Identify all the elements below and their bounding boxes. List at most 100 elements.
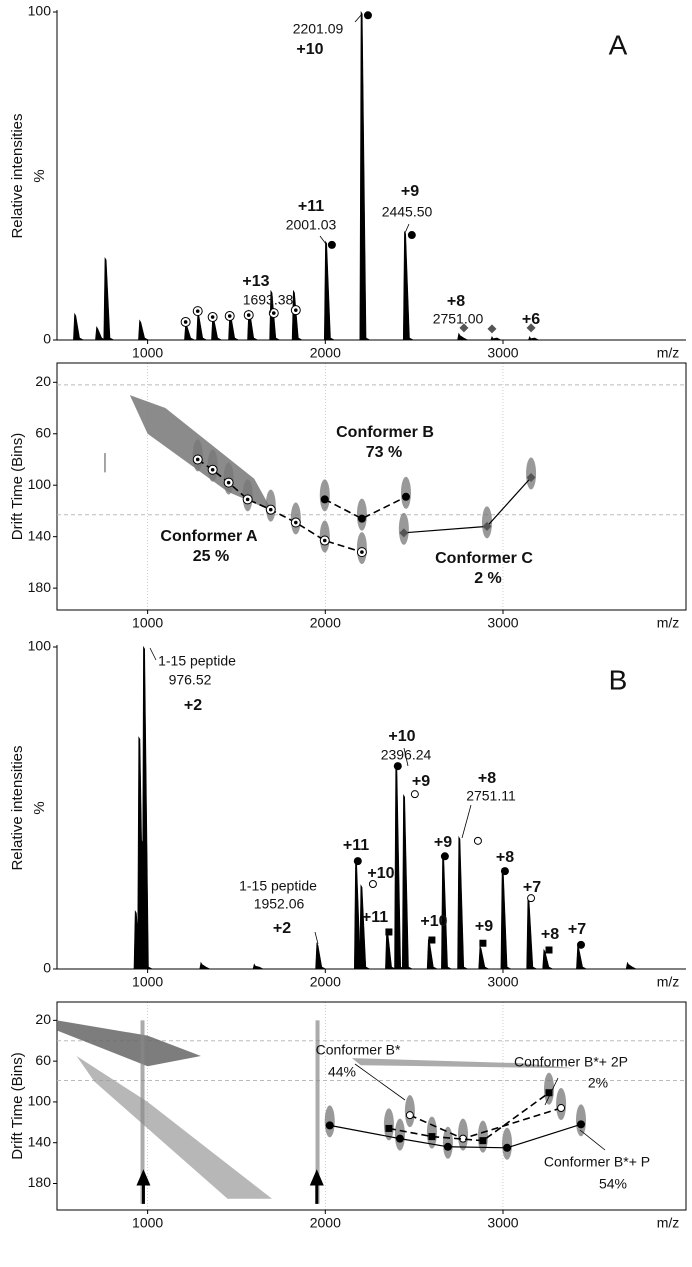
y-tick-label: 0	[43, 331, 51, 347]
fit-line	[197, 458, 363, 553]
signal-streak	[315, 1020, 320, 1204]
fit-line	[403, 477, 532, 534]
marker-center	[227, 314, 232, 318]
marker	[443, 1142, 452, 1151]
y-tick-label: 180	[28, 579, 52, 595]
marker	[385, 1124, 393, 1132]
marker	[357, 514, 366, 523]
marker	[526, 323, 536, 333]
leader-line	[314, 931, 319, 945]
y-axis-unit: %	[31, 801, 48, 814]
signal-blob	[426, 1116, 437, 1149]
y-tick-label: 100	[28, 638, 52, 654]
annotation: +8	[541, 926, 559, 943]
annotation: Conformer B*	[316, 1042, 401, 1058]
x-tick-label: 2000	[310, 1215, 341, 1231]
y-tick-label: 0	[43, 960, 51, 976]
annotation: 54%	[599, 1176, 627, 1192]
marker	[320, 495, 329, 504]
peak	[359, 10, 371, 341]
x-axis-label: m/z	[657, 345, 680, 361]
marker	[487, 324, 497, 334]
annotation: +10	[367, 865, 394, 882]
peak	[73, 312, 84, 341]
annotation: +9	[434, 834, 452, 851]
annotation: 2201.09	[293, 21, 344, 37]
peak	[359, 884, 370, 970]
fit-line	[324, 496, 407, 520]
marker-center	[294, 308, 298, 312]
peak	[457, 332, 468, 341]
annotation: 73 %	[366, 444, 402, 461]
marker	[479, 939, 487, 947]
annotation: +9	[412, 773, 430, 790]
annotation: Conformer C	[435, 550, 533, 567]
y-tick-label: 60	[35, 1052, 51, 1068]
leader-line	[404, 223, 410, 234]
annotation: +10	[420, 913, 447, 930]
x-tick-label: 2000	[310, 345, 341, 361]
peak	[402, 230, 414, 341]
annotation: +10	[296, 41, 323, 58]
peak	[625, 961, 637, 970]
marker	[395, 1134, 404, 1143]
marker	[393, 762, 402, 771]
marker-center	[210, 467, 215, 472]
annotation: Conformer B	[336, 424, 434, 441]
peak	[542, 948, 553, 970]
annotation: 2 %	[474, 570, 502, 587]
marker-center	[245, 497, 250, 502]
annotation: +10	[388, 728, 415, 745]
annotation: +2	[273, 920, 291, 937]
annotation: +7	[568, 921, 586, 938]
annotation: Conformer A	[160, 528, 258, 545]
marker-center	[246, 313, 251, 317]
annotation: +13	[242, 273, 269, 290]
plot-frame	[56, 1001, 687, 1211]
leader-line	[149, 647, 157, 661]
x-tick-label: 3000	[487, 345, 518, 361]
y-axis-label: Drift Time (Bins)	[9, 1052, 26, 1160]
annotation: +8	[478, 770, 496, 787]
peak	[103, 256, 115, 341]
signal-blob	[477, 1120, 488, 1153]
y-tick-label: 140	[28, 527, 52, 543]
peak	[385, 929, 396, 970]
annotation: 2001.03	[286, 217, 337, 233]
y-tick-label: 100	[28, 1093, 52, 1109]
peak	[315, 942, 326, 970]
marker	[401, 492, 410, 501]
x-axis-label: m/z	[657, 1215, 680, 1231]
annotation: 976.52	[169, 672, 212, 688]
annotation: 1693.38	[243, 292, 294, 308]
marker	[479, 1137, 487, 1145]
peak	[441, 855, 452, 970]
x-axis-label: m/z	[657, 974, 680, 990]
peak	[196, 312, 207, 341]
annotation: 2396.24	[381, 747, 432, 763]
marker	[410, 790, 419, 799]
signal-blob	[502, 1127, 513, 1160]
marker-center	[226, 480, 231, 485]
annotation: +11	[298, 198, 324, 215]
y-tick-label: 140	[28, 1133, 52, 1149]
marker	[500, 867, 509, 876]
plot-frame	[56, 362, 687, 611]
marker	[407, 231, 416, 240]
marker-center	[322, 538, 327, 543]
annotation: Conformer B*+ P	[544, 1154, 650, 1170]
annotation: 1-15 peptide	[158, 653, 236, 669]
leader-line	[403, 747, 409, 767]
leader-line	[354, 1063, 406, 1101]
annotation: +2	[184, 697, 202, 714]
fit-line	[388, 1092, 550, 1142]
x-tick-label: 1000	[132, 1215, 163, 1231]
signal-blob	[544, 1072, 555, 1105]
marker	[385, 928, 393, 936]
signal-band	[57, 1020, 201, 1067]
panel-label: A	[609, 29, 628, 60]
y-axis-unit: %	[31, 169, 48, 182]
marker	[526, 472, 536, 482]
annotation: 2751.00	[433, 311, 484, 327]
x-tick-label: 1000	[132, 615, 163, 631]
